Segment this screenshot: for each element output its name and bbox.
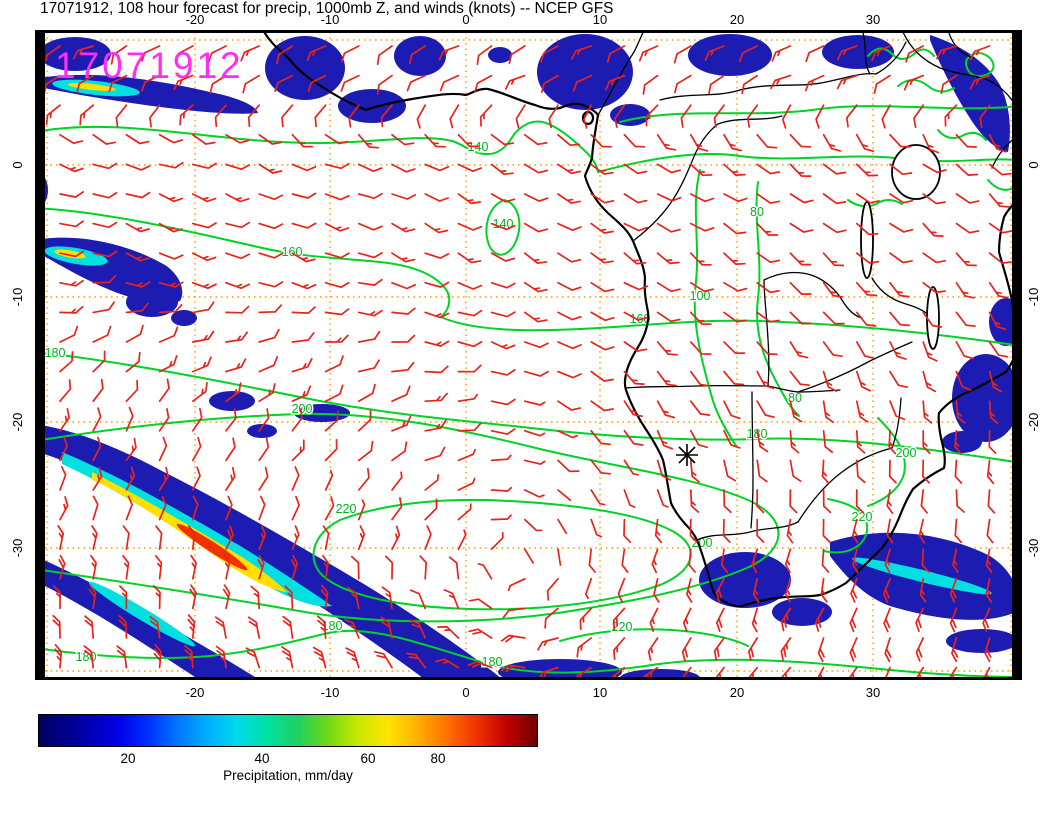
contour-label: 220 bbox=[336, 502, 357, 516]
axis-tick-label: -10 bbox=[321, 685, 340, 700]
forecast-map: 1401401601601801802002002002202202201801… bbox=[10, 12, 1041, 700]
axis-labels-right: 0 -10 -20 -30 bbox=[1026, 161, 1041, 557]
axis-tick-label: -10 bbox=[321, 12, 340, 27]
contour-label: 200 bbox=[292, 402, 313, 416]
axis-tick-label: -20 bbox=[10, 413, 25, 432]
map-frame bbox=[35, 30, 1022, 680]
contour-label: 180 bbox=[322, 619, 343, 633]
colorbar-tick-label: 80 bbox=[430, 751, 446, 766]
axis-tick-label: 20 bbox=[730, 12, 744, 27]
station-marker bbox=[676, 444, 698, 466]
axis-labels-left: 0 -10 -20 -30 bbox=[10, 161, 25, 557]
contour-label: 80 bbox=[750, 205, 764, 219]
contour-label: 200 bbox=[896, 446, 917, 460]
axis-tick-label: 30 bbox=[866, 12, 880, 27]
colorbar-tick-label: 40 bbox=[254, 751, 270, 766]
page-title: 17071912, 108 hour forecast for precip, … bbox=[40, 0, 614, 17]
axis-tick-label: -20 bbox=[186, 12, 205, 27]
axis-tick-label: -30 bbox=[10, 539, 25, 558]
axis-tick-label: 10 bbox=[593, 12, 607, 27]
axis-tick-label: -10 bbox=[1026, 288, 1041, 307]
colorbar-caption: Precipitation, mm/day bbox=[223, 768, 353, 783]
colorbar-tick-label: 20 bbox=[120, 751, 136, 766]
colorbar-tick-label: 60 bbox=[360, 751, 376, 766]
axis-tick-label: -10 bbox=[10, 288, 25, 307]
height-contours bbox=[45, 47, 1012, 678]
axis-tick-label: -30 bbox=[1026, 539, 1041, 558]
axis-labels-bottom: -20 -10 0 10 20 30 bbox=[186, 685, 881, 700]
axis-tick-label: 30 bbox=[866, 685, 880, 700]
axis-tick-label: 0 bbox=[462, 685, 469, 700]
forecast-init-stamp: 17071912 bbox=[55, 45, 244, 86]
axis-tick-label: 10 bbox=[593, 685, 607, 700]
colorbar-gradient bbox=[38, 714, 538, 747]
axis-tick-label: 0 bbox=[10, 161, 25, 168]
colorbar-legend: 20 40 60 80 Precipitation, mm/day bbox=[38, 714, 538, 783]
axis-labels-top: -20 -10 0 10 20 30 bbox=[186, 12, 881, 27]
axis-tick-label: 0 bbox=[1026, 161, 1041, 168]
contour-label: 180 bbox=[45, 346, 66, 360]
axis-tick-label: -20 bbox=[1026, 413, 1041, 432]
wind-barb-field bbox=[45, 45, 1012, 678]
axis-tick-label: 0 bbox=[462, 12, 469, 27]
colorbar-ticks: 20 40 60 80 bbox=[38, 747, 538, 767]
axis-tick-label: 20 bbox=[730, 685, 744, 700]
axis-tick-label: -20 bbox=[186, 685, 205, 700]
